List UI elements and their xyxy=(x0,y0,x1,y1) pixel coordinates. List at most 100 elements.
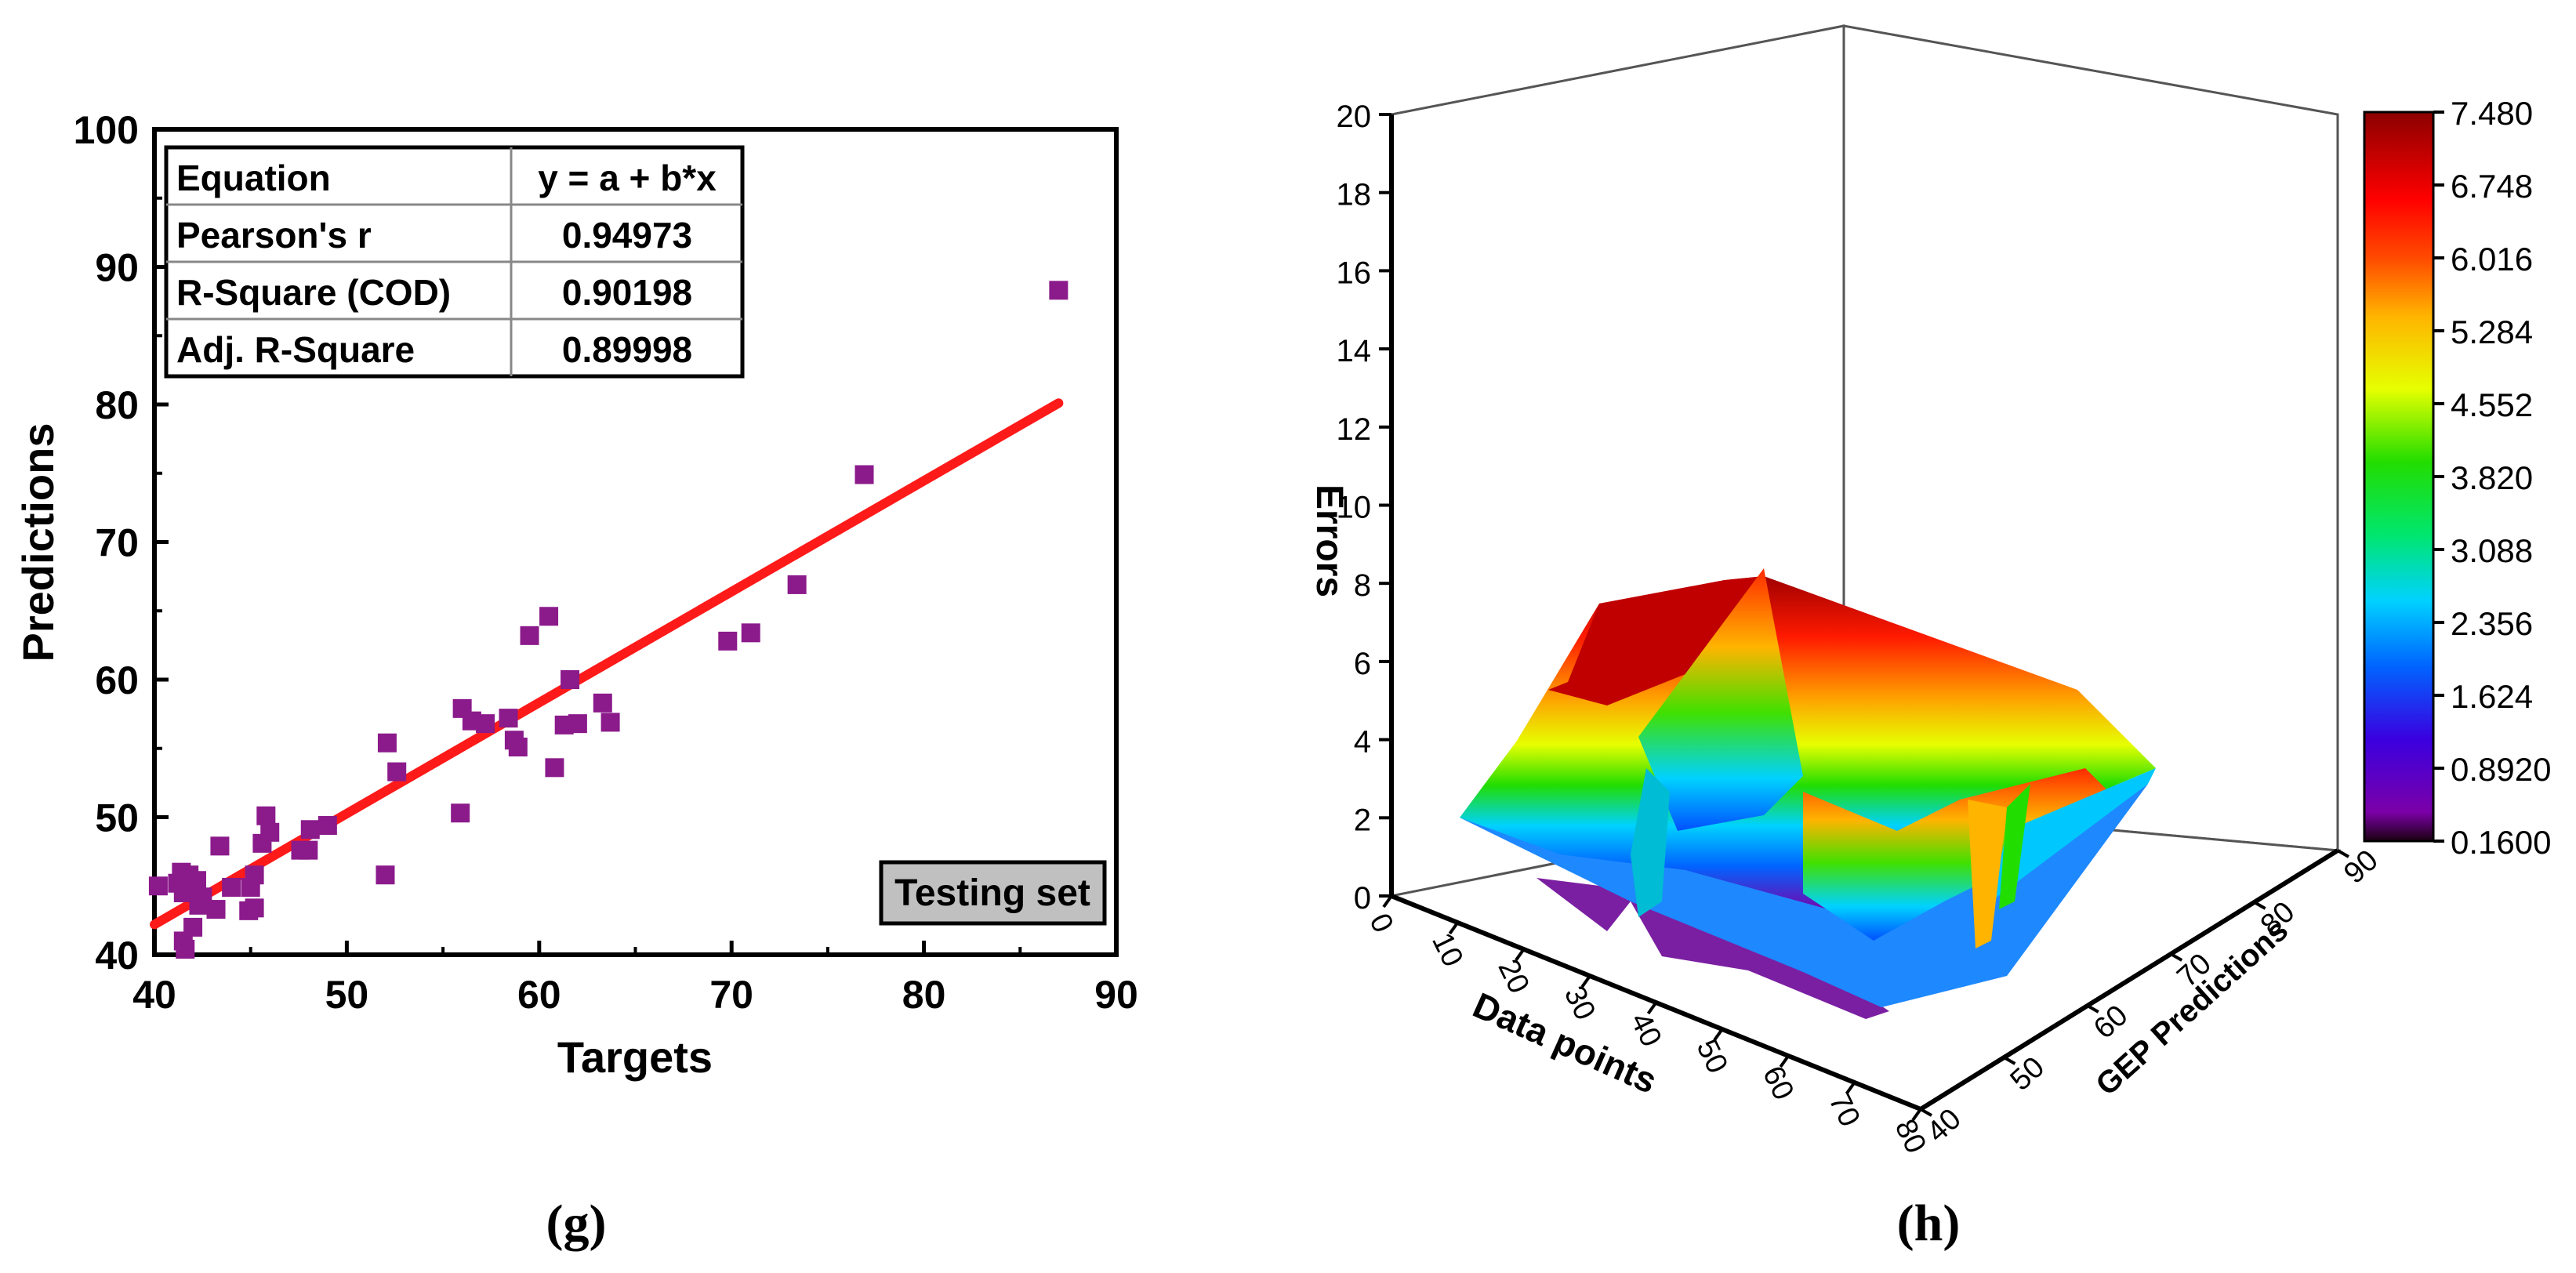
g-data-point xyxy=(299,840,318,860)
h-z-tick-label: 18 xyxy=(1337,178,1372,212)
colorbar-tick-label: 3.820 xyxy=(2451,459,2533,496)
h-y-tick xyxy=(2337,849,2349,858)
g-y-tick-label: 90 xyxy=(95,246,139,290)
g-data-point xyxy=(245,898,264,918)
g-data-point xyxy=(508,737,528,756)
g-data-point xyxy=(210,836,230,856)
h-x-tick-label: 70 xyxy=(1822,1088,1866,1132)
colorbar-tick-label: 7.480 xyxy=(2451,95,2533,132)
h-z-tick-label: 6 xyxy=(1354,647,1371,681)
colorbar-tick-label: 1.624 xyxy=(2451,678,2533,715)
g-data-point xyxy=(545,758,564,778)
surface-shadow-purple xyxy=(1537,878,1889,1019)
surface-fold-right xyxy=(1803,768,2117,941)
colorbar-gradient xyxy=(2363,111,2435,843)
h-x-tick xyxy=(1448,921,1460,935)
colorbar-tick-label: 5.284 xyxy=(2451,314,2533,350)
colorbar-tick-label: 6.016 xyxy=(2451,241,2533,277)
panel-label-g: (g) xyxy=(546,1195,607,1252)
g-y-tick-label: 50 xyxy=(95,796,139,840)
g-x-tick-label: 90 xyxy=(1094,973,1138,1017)
panel-label-h: (h) xyxy=(1897,1195,1961,1252)
g-data-points xyxy=(148,281,1068,959)
stats-header-value: y = a + b*x xyxy=(538,158,717,198)
h-x-tick xyxy=(1911,1108,1922,1122)
g-data-point xyxy=(377,733,397,753)
h-x-tick-label: 30 xyxy=(1558,981,1602,1025)
h-y-tick xyxy=(2253,901,2266,910)
stats-header-label: Equation xyxy=(176,158,331,198)
g-data-point xyxy=(176,939,195,959)
h-x-tick-label: 50 xyxy=(1690,1035,1734,1079)
h-x-tick-label: 40 xyxy=(1624,1008,1667,1052)
g-data-point xyxy=(1049,281,1068,300)
h-x-tick xyxy=(1382,894,1393,909)
colorbar-tick-label: 4.552 xyxy=(2451,386,2533,423)
stats-row-rsquare-value: 0.90198 xyxy=(562,272,692,313)
g-y-tick-label: 80 xyxy=(95,383,139,427)
g-data-point xyxy=(539,607,559,626)
g-data-point xyxy=(476,714,495,734)
g-y-tick-label: 60 xyxy=(95,658,139,702)
g-data-point xyxy=(187,871,206,890)
g-y-axis-label: Predictions xyxy=(13,423,63,662)
h-x-tick xyxy=(1515,948,1526,962)
g-data-point xyxy=(387,762,407,782)
h-x-tick xyxy=(1580,974,1591,988)
h-y-tick-label: 50 xyxy=(2005,1050,2052,1097)
g-data-point xyxy=(520,626,539,645)
colorbar-ticks: 0.1600 0.8920 1.624 2.356 3.088 3.820 4.552 5.2… xyxy=(2433,95,2551,861)
g-data-point xyxy=(222,878,241,898)
h-z-ticks: 0 2 4 6 8 10 12 14 16 18 20 xyxy=(1337,100,1391,916)
colorbar-tick-label: 0.1600 xyxy=(2451,824,2551,861)
surface-dip xyxy=(1631,768,1670,917)
h-z-axis-label: Errors xyxy=(1308,484,1350,597)
h-x-tick xyxy=(1779,1054,1790,1068)
g-data-point xyxy=(376,865,395,885)
g-data-point xyxy=(787,575,807,594)
surface-thin-spike2 xyxy=(1999,784,2030,909)
stats-table: Equation y = a + b*x Pearson's r 0.94973… xyxy=(164,145,745,379)
legend-testing-set: Testing set xyxy=(879,860,1107,926)
g-x-tick-label: 70 xyxy=(709,973,753,1017)
colorbar-tick-label: 0.8920 xyxy=(2451,751,2551,788)
stats-row-adj-label: Adj. R-Square xyxy=(176,329,415,370)
h-x-tick xyxy=(1845,1081,1856,1095)
g-data-point xyxy=(256,806,276,825)
h-z-tick-label: 14 xyxy=(1337,334,1372,368)
g-data-point xyxy=(561,670,580,689)
g-y-tick-label: 40 xyxy=(95,934,139,977)
h-x-tick-label: 60 xyxy=(1756,1061,1800,1105)
h-x-tick xyxy=(1646,1001,1658,1015)
g-y-tick-label: 70 xyxy=(95,521,139,565)
h-z-tick-label: 2 xyxy=(1354,803,1371,837)
h-z-tick-label: 8 xyxy=(1354,568,1371,603)
g-x-tick-label: 80 xyxy=(902,973,946,1017)
g-y-tick-label: 100 xyxy=(74,108,139,152)
g-data-point xyxy=(593,693,612,713)
stats-row-pearson-value: 0.94973 xyxy=(562,215,692,256)
g-data-point xyxy=(718,631,738,651)
stats-row-pearson-label: Pearson's r xyxy=(176,215,372,256)
g-x-axis-label: Targets xyxy=(557,1032,713,1082)
h-z-tick-label: 20 xyxy=(1337,100,1372,134)
h-x-tick xyxy=(1713,1028,1724,1042)
stats-row-adj-value: 0.89998 xyxy=(562,329,692,370)
g-x-tick-label: 60 xyxy=(517,973,561,1017)
g-data-point xyxy=(600,713,620,732)
surface-thin-spike xyxy=(1968,800,2007,948)
g-x-tick-label: 50 xyxy=(325,973,369,1017)
g-data-point xyxy=(245,865,264,885)
h-x-tick-label: 10 xyxy=(1425,928,1469,972)
legend-label: Testing set xyxy=(894,872,1090,914)
legend-box xyxy=(879,860,1107,926)
g-data-point xyxy=(741,623,760,643)
surface-red-top xyxy=(1548,576,1764,705)
colorbar-tick-label: 6.748 xyxy=(2451,168,2533,205)
h-y-axis xyxy=(1919,848,2339,1112)
g-y-ticks: 40 50 60 70 80 90 100 xyxy=(74,108,169,977)
h-y-tick xyxy=(2086,1004,2099,1014)
colorbar: 0.1600 0.8920 1.624 2.356 3.088 3.820 4.552 5.2… xyxy=(2363,95,2551,861)
g-data-point xyxy=(260,822,280,842)
